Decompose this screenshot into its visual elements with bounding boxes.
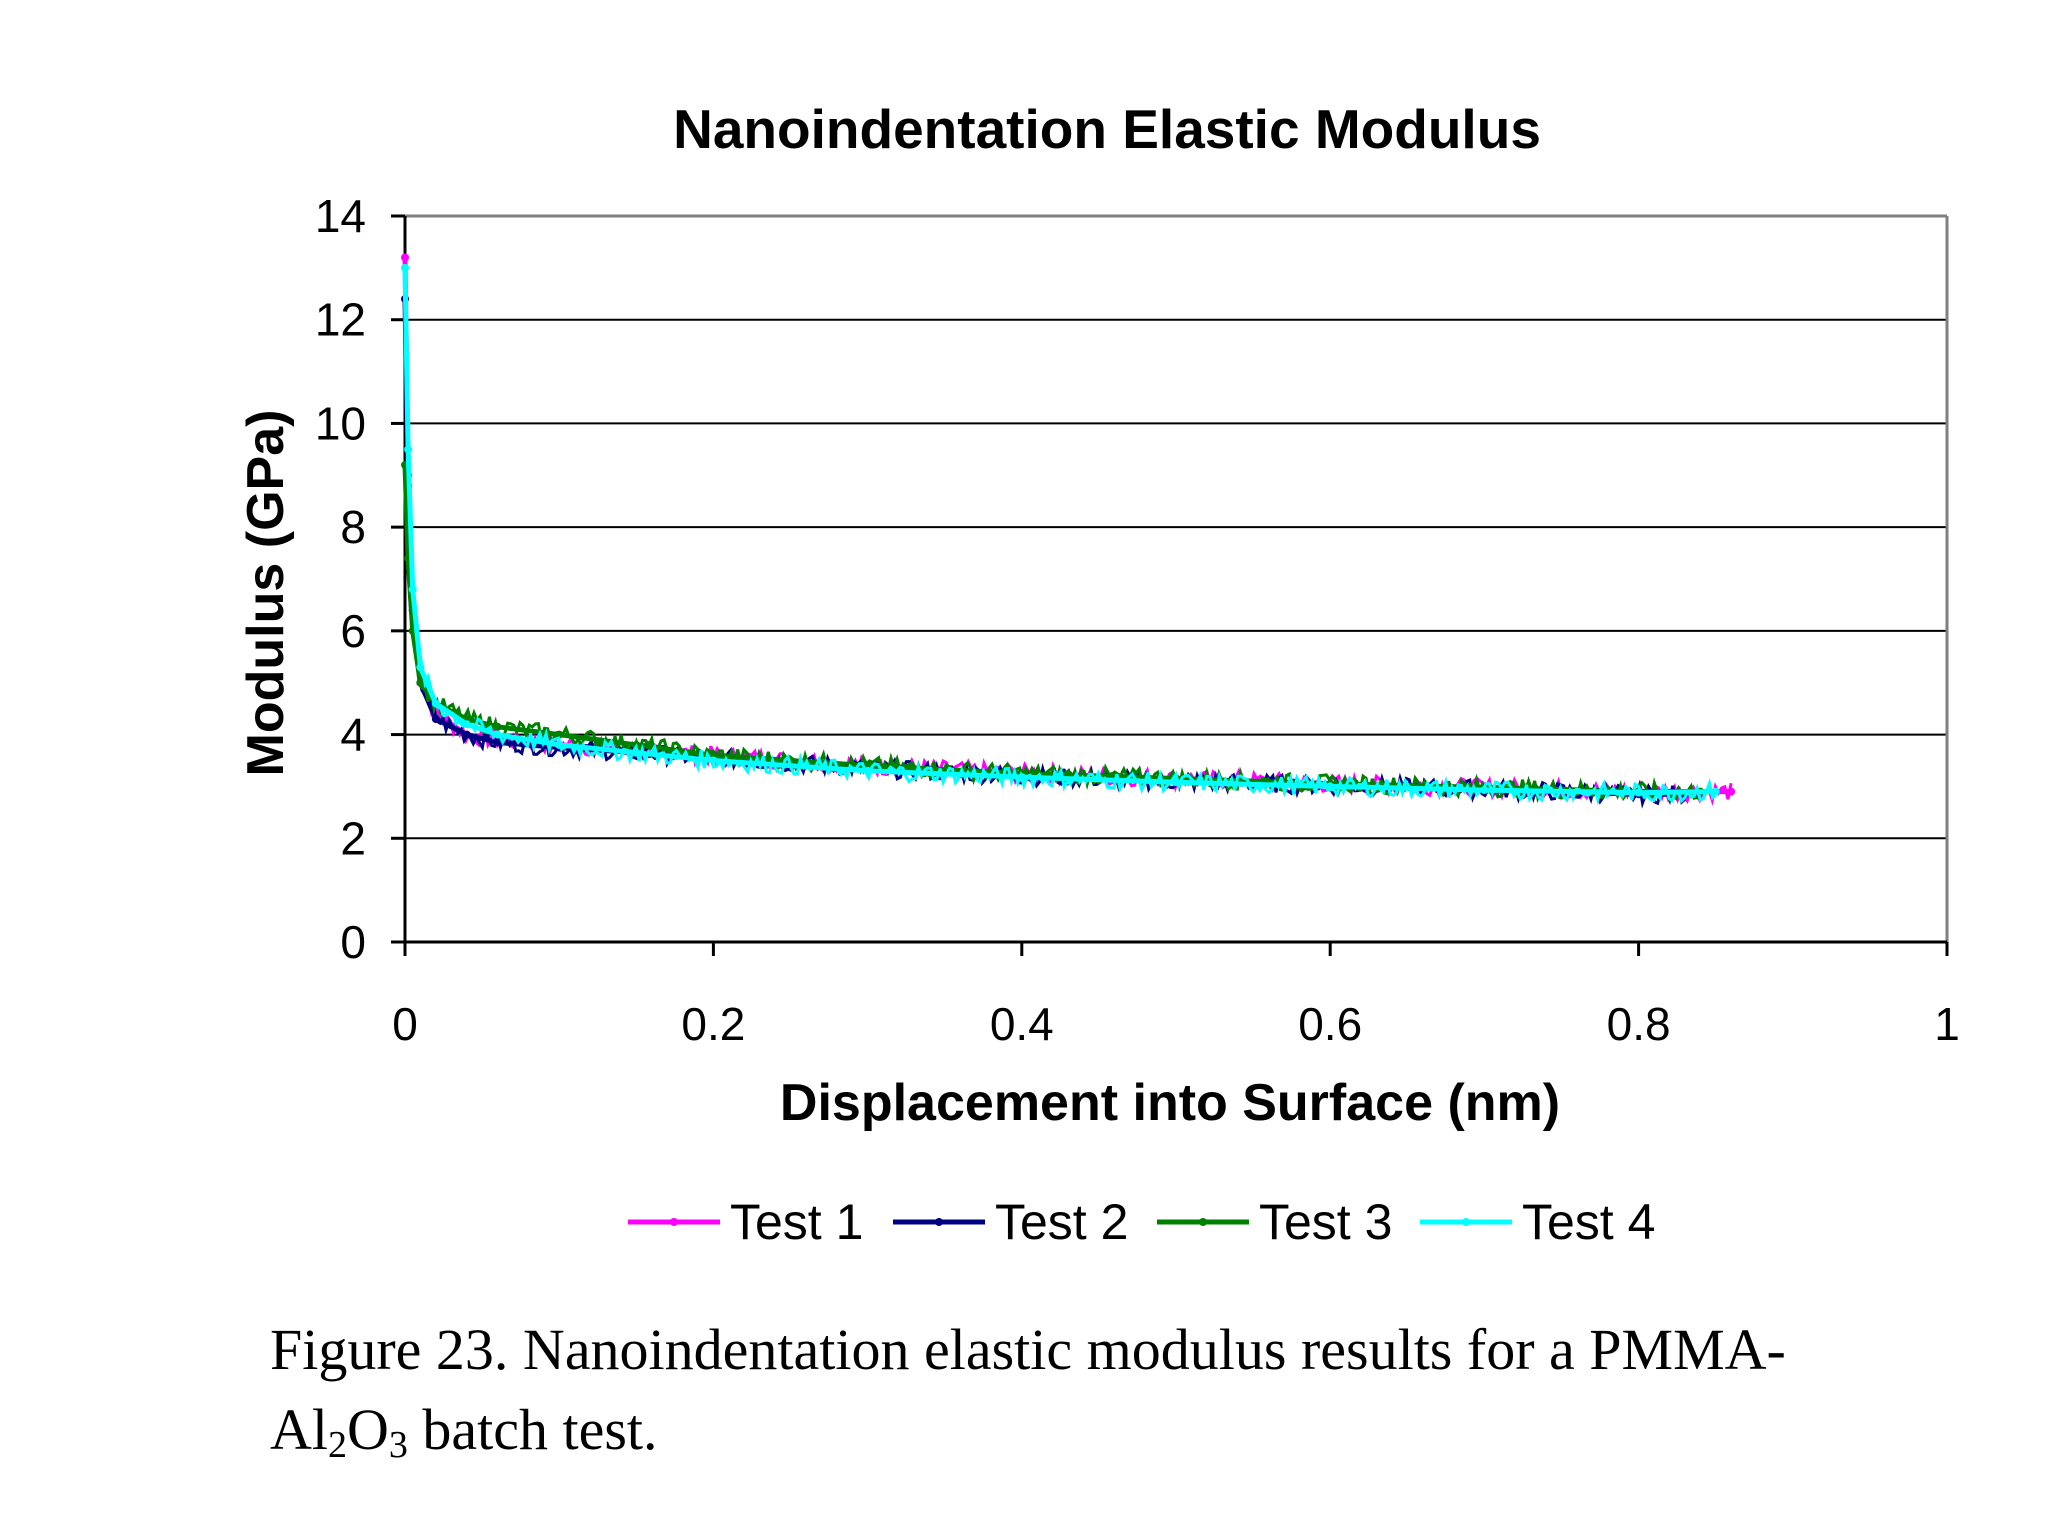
y-tick-label: 10: [315, 397, 366, 449]
y-tick-label: 4: [340, 709, 366, 761]
legend: Test 1 Test 2 Test 3 Test 4: [628, 1194, 1655, 1250]
series-line: [402, 298, 1685, 797]
data-point: [1172, 778, 1180, 787]
data-point: [1711, 787, 1720, 796]
data-point: [404, 445, 413, 454]
figure-caption: Figure 23. Nanoindentation elastic modul…: [270, 1310, 1930, 1470]
x-tick-label: 0.6: [1298, 998, 1362, 1050]
data-point: [493, 730, 502, 739]
data-point: [863, 766, 872, 775]
data-point: [1727, 787, 1736, 796]
data-point: [632, 748, 641, 757]
data-point: [1326, 782, 1335, 791]
y-tick-label: 12: [315, 294, 366, 346]
caption-line1: Figure 23. Nanoindentation elastic modul…: [270, 1317, 1786, 1382]
caption-suffix: batch test.: [407, 1397, 658, 1462]
x-tick-label: 0.2: [681, 998, 745, 1050]
data-series: [401, 253, 1736, 809]
series-4: [401, 263, 1720, 806]
series-noise: [411, 604, 1733, 807]
series-2: [401, 294, 1689, 809]
x-tick-label: 1: [1934, 998, 1960, 1050]
caption-al: Al: [270, 1397, 328, 1462]
legend-marker: [1462, 1218, 1470, 1226]
series-noise: [411, 590, 1717, 806]
y-tick-label: 14: [315, 190, 366, 242]
data-point: [462, 730, 471, 739]
series-line: [402, 267, 1716, 796]
data-point: [401, 263, 409, 272]
legend-label: Test 1: [730, 1194, 863, 1250]
data-point: [408, 585, 417, 594]
data-point: [416, 663, 425, 672]
axes: 0 2 4 6 8 10 12 14 0 0.2 0.4 0.6 0.8 1: [315, 190, 1960, 1050]
caption-sub-3: 3: [388, 1424, 408, 1466]
data-point: [462, 720, 471, 729]
data-point: [555, 740, 564, 749]
legend-marker: [1199, 1218, 1207, 1226]
data-point: [493, 738, 502, 747]
series-line: [402, 257, 1732, 795]
y-tick-label: 2: [340, 812, 366, 864]
data-point: [431, 715, 440, 724]
y-axis-label: Modulus (GPa): [237, 410, 295, 777]
legend-label: Test 2: [995, 1194, 1128, 1250]
y-tick-label: 8: [340, 501, 366, 553]
legend-marker: [670, 1218, 678, 1226]
x-axis-label: Displacement into Surface (nm): [780, 1074, 1560, 1132]
data-point: [493, 722, 502, 731]
data-point: [416, 678, 425, 687]
data-point: [1480, 786, 1489, 795]
x-tick-label: 0: [392, 998, 418, 1050]
caption-o: O: [347, 1397, 389, 1462]
y-tick-label: 6: [340, 605, 366, 657]
y-tick-label: 0: [340, 916, 366, 968]
legend-marker: [935, 1218, 943, 1226]
data-point: [1634, 788, 1643, 797]
data-point: [401, 253, 409, 262]
data-point: [431, 699, 440, 708]
data-point: [709, 756, 718, 765]
x-tick-label: 0.8: [1607, 998, 1671, 1050]
data-point: [1017, 773, 1026, 782]
legend-label: Test 3: [1259, 1194, 1392, 1250]
x-tick-label: 0.4: [990, 998, 1054, 1050]
chart-title: Nanoindentation Elastic Modulus: [673, 98, 1541, 160]
caption-sub-2: 2: [328, 1424, 347, 1466]
legend-label: Test 4: [1522, 1194, 1655, 1250]
data-point: [555, 730, 564, 739]
